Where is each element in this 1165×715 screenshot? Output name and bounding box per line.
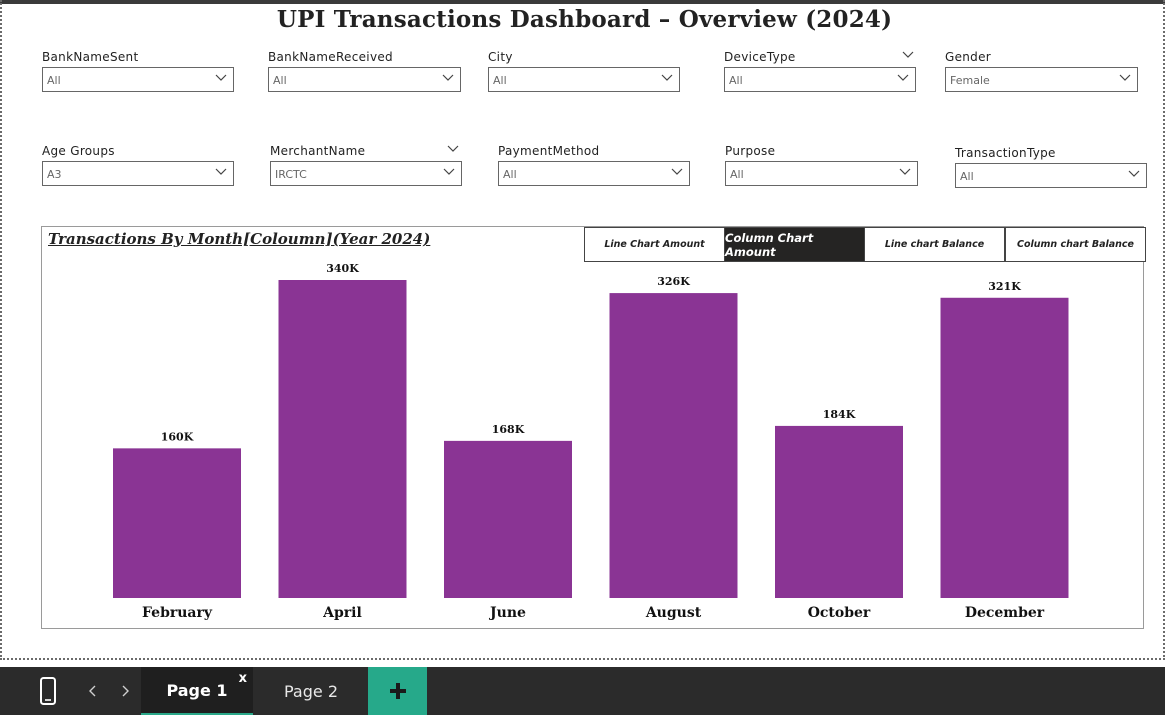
slicer-dropdown[interactable]: All [488, 67, 680, 92]
category-label: April [322, 605, 362, 621]
data-label: 321K [988, 280, 1021, 293]
chevron-down-icon [671, 168, 683, 175]
page-navigation-bar: Page 1 x Page 2 [0, 667, 1165, 715]
chevron-down-icon [897, 74, 909, 81]
chevron-down-icon[interactable] [446, 141, 460, 155]
slicer-label: Gender [945, 50, 992, 64]
tab-label: Page 2 [284, 681, 338, 701]
slicer-value: All [493, 74, 507, 87]
slicer-value: All [273, 74, 287, 87]
chevron-down-icon [442, 74, 454, 81]
chevron-down-icon [1128, 170, 1140, 177]
slicer-label: PaymentMethod [498, 144, 600, 158]
data-label: 168K [492, 423, 525, 436]
slicer-value: All [730, 168, 744, 181]
data-label: 340K [326, 262, 359, 275]
tab-label: Page 1 [166, 680, 228, 700]
bar-october[interactable] [775, 425, 903, 598]
data-label: 184K [823, 408, 856, 421]
slicer-transaction-type[interactable]: TransactionType All [955, 146, 1147, 188]
slicer-label: BankNameSent [42, 50, 139, 64]
previous-page-button[interactable] [82, 667, 104, 715]
slicer-dropdown[interactable]: Female [945, 67, 1138, 92]
top-border [0, 0, 1165, 4]
slicer-value: IRCTC [275, 168, 307, 181]
category-label: June [488, 605, 526, 621]
column-chart: 160K February 340K April 168K June 326K August 1… [113, 262, 1069, 621]
button-label: Line chart Balance [884, 239, 985, 250]
slicer-value: All [960, 170, 974, 183]
chart-title: Transactions By Month[Coloumn](Year 2024… [48, 230, 431, 248]
category-label: October [808, 605, 871, 621]
chevron-down-icon [661, 74, 673, 81]
button-label: Line Chart Amount [604, 239, 705, 250]
slicer-value: Female [950, 74, 990, 87]
button-label: Column Chart Amount [725, 230, 814, 259]
chevron-down-icon [215, 74, 227, 81]
slicer-label: City [488, 50, 513, 64]
slicer-label: Age Groups [42, 144, 115, 158]
bar-february[interactable] [113, 448, 241, 598]
slicer-label: Purpose [725, 144, 776, 158]
bar-april[interactable] [278, 280, 407, 598]
slicer-bank-name-sent[interactable]: BankNameSent All [42, 50, 234, 92]
bar-june[interactable] [444, 440, 572, 598]
bar-august[interactable] [609, 293, 738, 598]
category-label: February [142, 605, 213, 621]
slicer-label: BankNameReceived [268, 50, 393, 64]
slicer-dropdown[interactable]: All [955, 163, 1147, 188]
slicer-gender[interactable]: Gender Female [945, 50, 1138, 92]
phone-icon [40, 677, 56, 705]
chevron-down-icon [1119, 74, 1131, 81]
button-label: Column chart Balance [1017, 239, 1134, 250]
slicer-value: All [503, 168, 517, 181]
slicer-label: TransactionType [955, 146, 1056, 160]
data-label: 326K [657, 275, 690, 288]
slicer-age-groups[interactable]: Age Groups A3 [42, 144, 234, 186]
chevron-down-icon[interactable] [901, 47, 915, 61]
slicer-bank-name-received[interactable]: BankNameReceived All [268, 50, 461, 92]
category-label: December [965, 605, 1045, 621]
slicer-dropdown[interactable]: All [268, 67, 461, 92]
chevron-left-icon [89, 685, 96, 697]
add-page-button[interactable] [368, 667, 427, 715]
slicer-payment-method[interactable]: PaymentMethod All [498, 144, 690, 186]
slicer-city[interactable]: City All [488, 50, 680, 92]
slicer-value: A3 [47, 168, 62, 181]
chevron-down-icon [899, 168, 911, 175]
slicer-value: All [47, 74, 61, 87]
chart-visual[interactable]: 160K February 340K April 168K June 326K August 1… [41, 226, 1146, 629]
slicer-purpose[interactable]: Purpose All [725, 144, 918, 186]
page-title: UPI Transactions Dashboard – Overview (2… [276, 6, 893, 33]
slicer-dropdown[interactable]: IRCTC [270, 161, 462, 186]
slicer-dropdown[interactable]: All [725, 161, 918, 186]
chevron-right-icon [122, 685, 129, 697]
chevron-down-icon [215, 168, 227, 175]
category-label: August [645, 605, 702, 621]
report-canvas: UPI Transactions Dashboard – Overview (2… [0, 0, 1165, 660]
close-icon[interactable]: x [238, 671, 247, 686]
slicer-label: MerchantName [270, 144, 366, 158]
slicer-dropdown[interactable]: A3 [42, 161, 234, 186]
line-chart-amount-button[interactable]: Line Chart Amount [584, 227, 725, 262]
line-chart-balance-button[interactable]: Line chart Balance [864, 227, 1005, 262]
bar-december[interactable] [940, 297, 1069, 598]
slicer-dropdown[interactable]: All [498, 161, 690, 186]
slicer-label: DeviceType [724, 50, 796, 64]
tab-page-1[interactable]: Page 1 x [141, 667, 253, 715]
slicer-dropdown[interactable]: All [42, 67, 234, 92]
mobile-layout-button[interactable] [28, 667, 68, 715]
plus-icon [389, 683, 406, 699]
slicer-value: All [729, 74, 743, 87]
slicer-merchant-name[interactable]: MerchantName IRCTC [270, 141, 462, 186]
column-chart-balance-button[interactable]: Column chart Balance [1005, 227, 1146, 262]
data-label: 160K [161, 430, 194, 443]
chevron-down-icon [443, 168, 455, 175]
slicer-device-type[interactable]: DeviceType All [724, 47, 916, 92]
next-page-button[interactable] [114, 667, 136, 715]
slicer-dropdown[interactable]: All [724, 67, 916, 92]
tab-page-2[interactable]: Page 2 [255, 667, 367, 715]
column-chart-amount-button[interactable]: Column Chart Amount [724, 227, 865, 262]
